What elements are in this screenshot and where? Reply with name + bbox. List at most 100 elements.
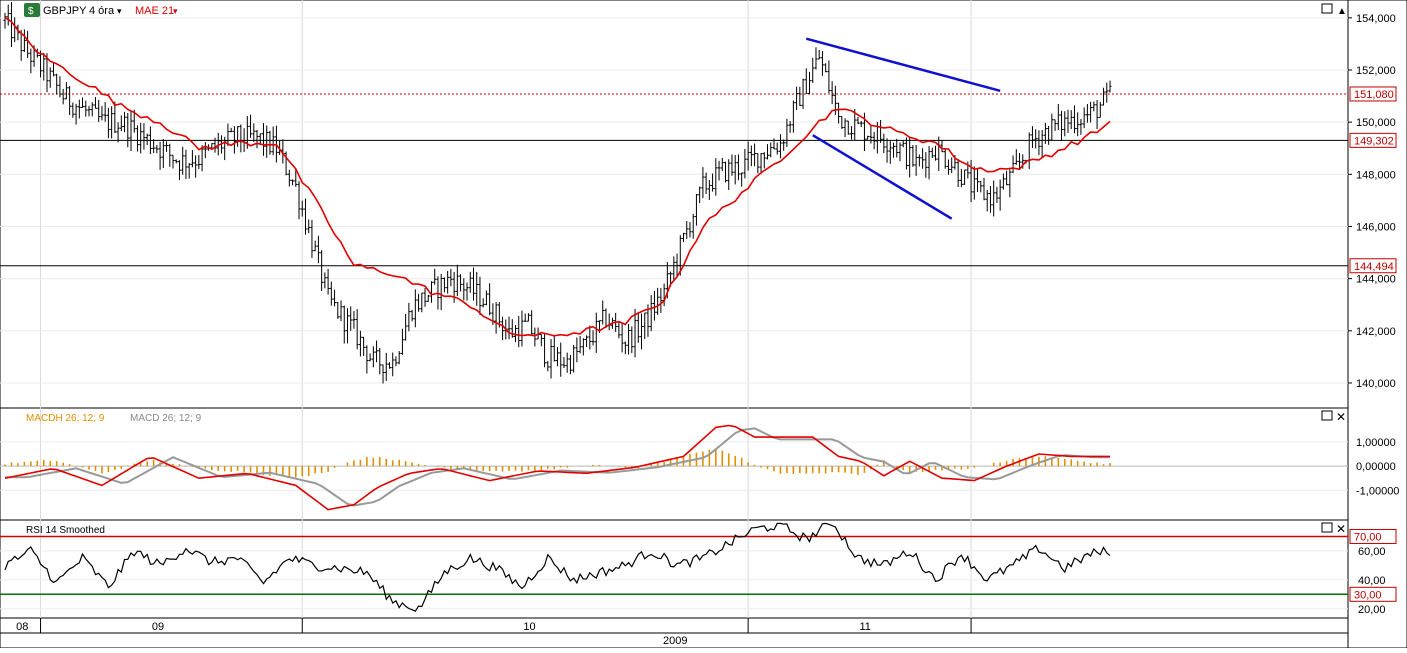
- macdh-label[interactable]: MACDH 26; 12; 9: [26, 413, 105, 424]
- price-bar: [885, 138, 889, 163]
- macd-label[interactable]: MACD 26; 12; 9: [130, 413, 202, 424]
- price-bar: [410, 309, 414, 322]
- price-bar: [194, 155, 198, 178]
- price-bar: [620, 322, 624, 353]
- price-bar: [174, 159, 178, 164]
- price-bar: [733, 154, 737, 185]
- price-tick-label: 148,000: [1356, 169, 1396, 181]
- rsi-panel: [0, 519, 1349, 619]
- mae-selector[interactable]: MAE 21 ▾: [135, 5, 178, 17]
- chevron-down-icon[interactable]: ▾: [173, 6, 178, 16]
- level-label: 144,494: [1349, 258, 1397, 274]
- price-bar: [116, 122, 120, 143]
- maximize-price-button[interactable]: [1321, 3, 1333, 14]
- price-bar: [501, 316, 505, 341]
- price-bar: [523, 313, 527, 322]
- price-bar: [87, 105, 91, 117]
- mae-label[interactable]: MAE 21: [135, 5, 174, 17]
- price-bar: [232, 126, 236, 154]
- close-icon[interactable]: ✕: [1336, 410, 1346, 424]
- price-bar: [517, 315, 521, 348]
- price-bar: [407, 302, 411, 332]
- price-bar: [1092, 101, 1096, 112]
- price-bar: [1069, 110, 1073, 130]
- timeframe-label[interactable]: 4 óra: [89, 5, 115, 17]
- macd-line: [4, 424, 1110, 511]
- price-bar: [497, 302, 501, 328]
- price-bar: [943, 149, 947, 169]
- price-bar: [1076, 112, 1080, 137]
- price-bar: [439, 273, 443, 311]
- pin-icon[interactable]: ▲: [1337, 6, 1347, 17]
- price-bar: [1050, 113, 1054, 141]
- price-bar: [1037, 130, 1041, 156]
- price-bar: [707, 179, 711, 200]
- symbol-selector[interactable]: $ GBPJPY 4 óra ▾: [24, 3, 122, 17]
- price-bar: [475, 271, 479, 306]
- rsi-label[interactable]: RSI 14 Smoothed: [26, 525, 105, 536]
- price-bar: [1072, 105, 1076, 134]
- price-bar: [526, 313, 530, 322]
- price-bar: [859, 120, 863, 128]
- price-bar: [778, 134, 782, 159]
- price-bar: [6, 4, 10, 26]
- price-bar: [433, 268, 437, 285]
- trendline[interactable]: [805, 37, 1001, 93]
- maximize-macd-button[interactable]: [1321, 410, 1333, 421]
- price-bar: [200, 145, 204, 172]
- price-bar: [148, 126, 152, 155]
- price-bar: [1047, 125, 1051, 145]
- price-bar: [97, 99, 101, 122]
- price-bar: [992, 180, 996, 217]
- price-bar: [100, 106, 104, 121]
- price-bar: [239, 124, 243, 153]
- price-bar: [58, 76, 62, 98]
- chevron-down-icon[interactable]: ▾: [117, 6, 122, 16]
- price-bar: [675, 253, 679, 278]
- price-bar: [785, 118, 789, 147]
- price-bar: [291, 179, 295, 186]
- maximize-rsi-button[interactable]: [1321, 522, 1333, 533]
- price-bar: [840, 115, 844, 129]
- price-bar: [694, 194, 698, 226]
- price-tick-label: 152,000: [1356, 65, 1396, 77]
- month-label: 10: [523, 621, 535, 633]
- price-bar: [827, 60, 831, 93]
- price-bar: [352, 311, 356, 329]
- price-bar: [808, 71, 812, 95]
- close-icon[interactable]: ✕: [1336, 522, 1346, 536]
- price-bar: [630, 326, 634, 354]
- price-bar: [714, 158, 718, 196]
- price-bar: [64, 82, 68, 100]
- price-bar: [161, 138, 165, 168]
- price-bar: [640, 313, 644, 350]
- logo-icon: [24, 3, 40, 17]
- price-bar: [995, 186, 999, 203]
- symbol-label[interactable]: GBPJPY: [43, 5, 87, 17]
- trendline[interactable]: [812, 134, 953, 220]
- price-bar: [323, 272, 327, 289]
- price-bar: [158, 141, 162, 170]
- price-bar: [155, 144, 159, 154]
- price-bar: [585, 335, 589, 347]
- price-bar: [1060, 110, 1064, 141]
- price-bar: [375, 340, 379, 363]
- price-bar: [271, 126, 275, 156]
- price-bar: [546, 361, 550, 372]
- price-bar: [820, 51, 824, 76]
- price-bar: [129, 110, 133, 152]
- price-bar: [811, 57, 815, 83]
- price-tick-label: 140,000: [1356, 378, 1396, 390]
- price-bar: [649, 294, 653, 332]
- price-bar: [727, 159, 731, 190]
- price-bar: [171, 154, 175, 169]
- price-bar: [358, 330, 362, 357]
- price-bar: [539, 333, 543, 347]
- price-bar: [895, 138, 899, 158]
- macd-tick-label: 1,00000: [1356, 437, 1396, 449]
- price-bar: [985, 189, 989, 212]
- price-bar: [9, 2, 13, 47]
- price-bar: [39, 50, 43, 78]
- price-bar: [168, 143, 172, 167]
- price-bar: [481, 298, 485, 308]
